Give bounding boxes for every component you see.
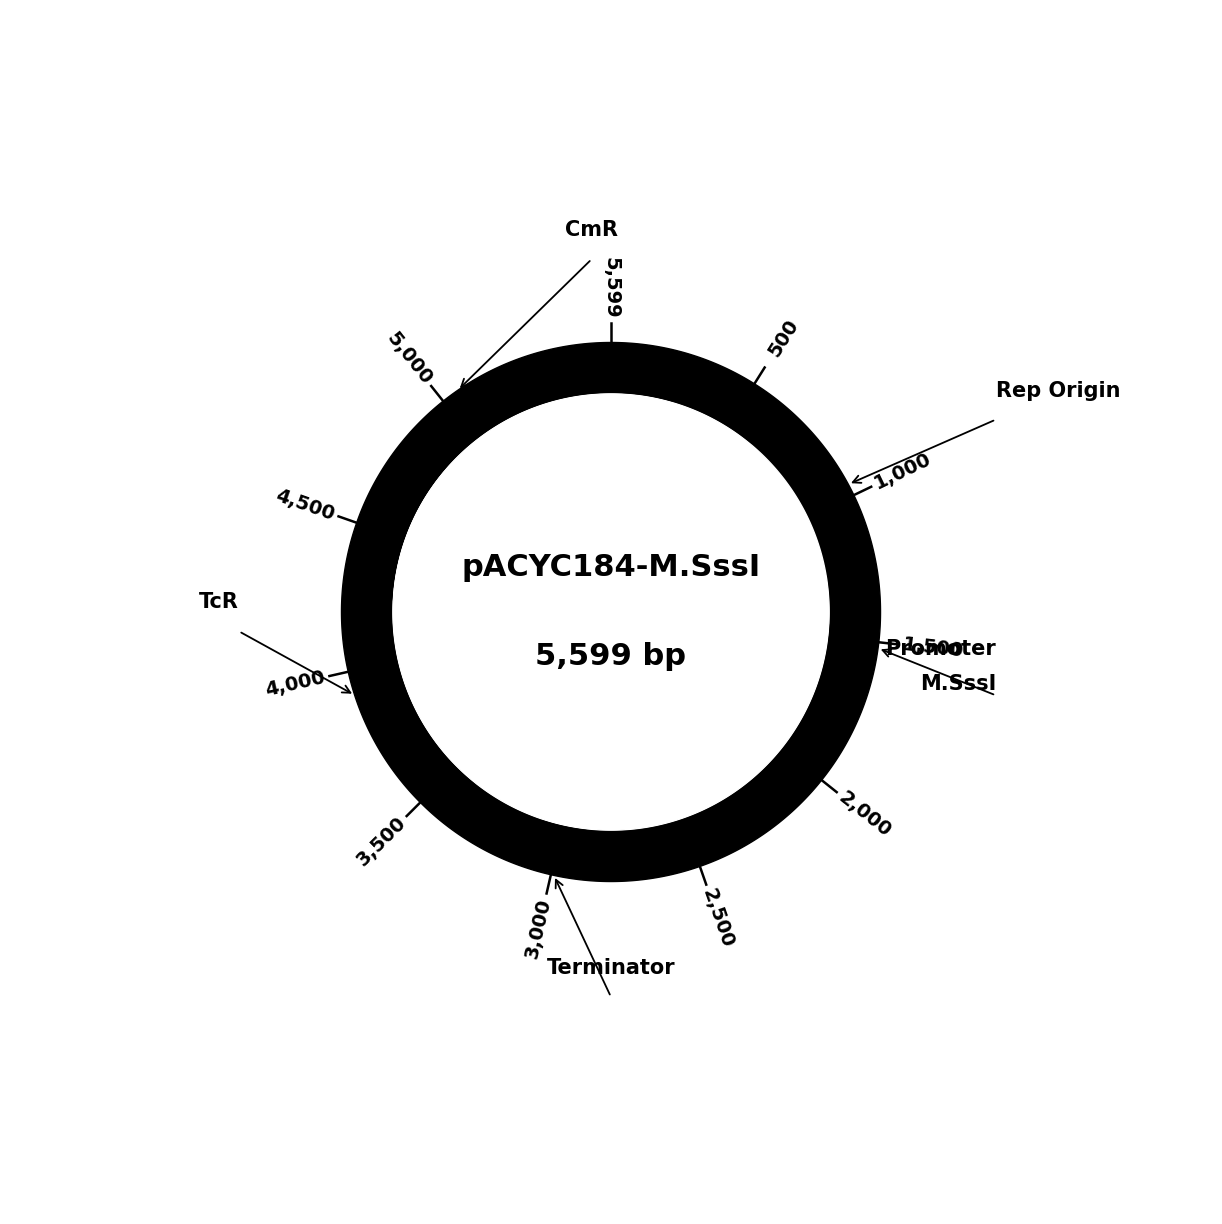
Polygon shape (341, 343, 881, 881)
Text: 4,500: 4,500 (274, 486, 337, 524)
Text: 3,000: 3,000 (523, 896, 555, 960)
Text: 1,500: 1,500 (902, 635, 964, 661)
Text: 500: 500 (765, 316, 802, 360)
Polygon shape (347, 550, 393, 578)
Polygon shape (343, 344, 686, 612)
Text: Promoter: Promoter (885, 639, 996, 659)
Text: 5,599: 5,599 (601, 257, 621, 318)
Polygon shape (831, 622, 879, 647)
Text: 1,000: 1,000 (871, 449, 935, 493)
Text: Rep Origin: Rep Origin (996, 381, 1121, 400)
Polygon shape (650, 349, 678, 395)
Polygon shape (831, 579, 879, 605)
Text: 2,000: 2,000 (835, 788, 895, 841)
Text: 4,000: 4,000 (263, 668, 327, 700)
Text: 5,599 bp: 5,599 bp (535, 643, 687, 672)
Text: 3,500: 3,500 (353, 813, 411, 869)
Text: pACYC184-M.SssI: pACYC184-M.SssI (462, 552, 760, 581)
Polygon shape (343, 344, 879, 880)
Text: 2,500: 2,500 (699, 886, 737, 950)
Text: TcR: TcR (199, 592, 238, 612)
Polygon shape (343, 543, 474, 821)
Text: 5,000: 5,000 (382, 328, 436, 388)
Text: M.SssI: M.SssI (920, 674, 996, 694)
Text: Terminator: Terminator (546, 958, 676, 978)
Polygon shape (528, 821, 587, 878)
Polygon shape (829, 624, 879, 651)
Text: CmR: CmR (566, 220, 618, 240)
Polygon shape (392, 394, 830, 830)
Polygon shape (535, 827, 565, 874)
